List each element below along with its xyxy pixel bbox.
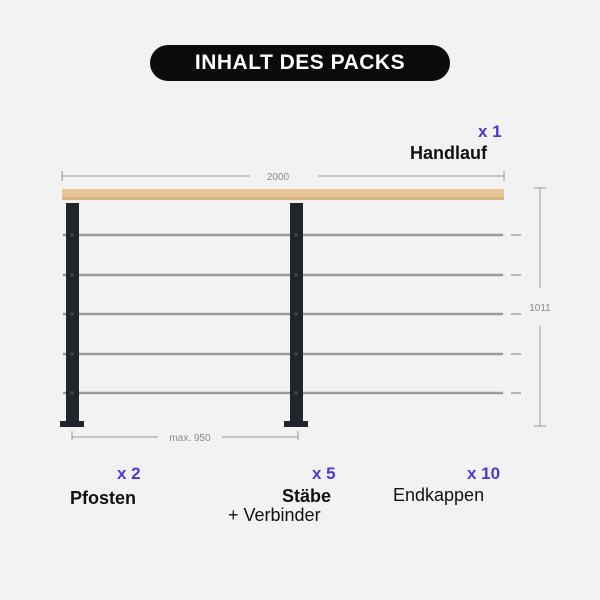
- staebe-label: Stäbe: [282, 486, 332, 506]
- rods: [62, 233, 504, 395]
- handrail: [62, 189, 504, 200]
- height-dimension: [534, 187, 546, 427]
- width-dimension: [61, 171, 505, 181]
- connectors: [70, 233, 298, 395]
- staebe-quantity: x 5: [312, 464, 336, 483]
- spacing-dimension: [71, 431, 299, 440]
- pack-contents-title: INHALT DES PACKS: [150, 45, 450, 81]
- endkappen-quantity: x 10: [467, 464, 501, 483]
- verbinder-label: + Verbinder: [228, 505, 321, 525]
- spacing-dimension-label: max. 950: [169, 433, 211, 444]
- handlauf-quantity: x 1: [478, 122, 502, 141]
- end-caps: [511, 234, 521, 394]
- pfosten-quantity: x 2: [117, 464, 141, 483]
- height-dimension-label: 1011: [529, 303, 551, 314]
- handlauf-label: Handlauf: [410, 143, 488, 163]
- width-dimension-label: 2000: [267, 172, 290, 183]
- endkappen-label: Endkappen: [393, 485, 485, 505]
- handrail-shadow: [62, 197, 504, 200]
- pfosten-label: Pfosten: [70, 488, 137, 508]
